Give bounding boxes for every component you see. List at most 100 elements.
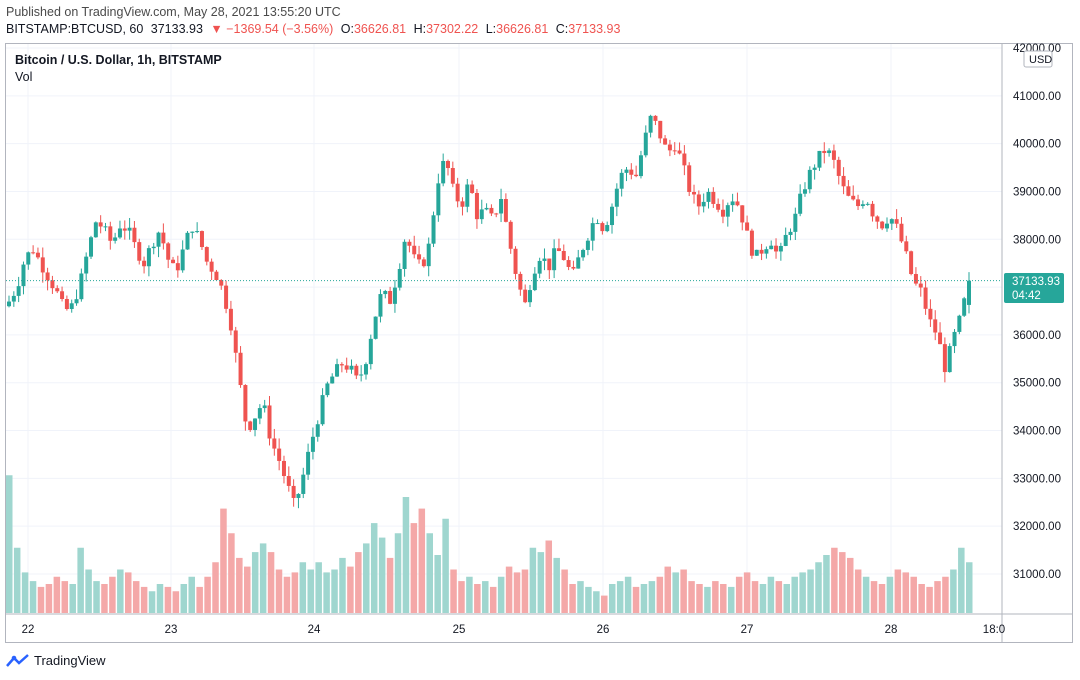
candle-body [69, 303, 74, 309]
candle-body [166, 243, 171, 260]
volume-bar [93, 581, 100, 613]
volume-bar [561, 569, 568, 613]
candle-body [417, 254, 422, 260]
candle-body [957, 315, 962, 332]
candle-body [262, 405, 267, 409]
candle-body [310, 436, 315, 452]
x-tick-label: 26 [597, 624, 610, 636]
candle-body [465, 184, 470, 207]
low-label: L: [485, 22, 497, 36]
chart-legend-title: Bitcoin / U.S. Dollar, 1h, BITSTAMP [15, 53, 222, 67]
volume-bar [172, 591, 180, 613]
y-tick-label: 41000.00 [1013, 91, 1061, 103]
volume-bar [569, 584, 576, 613]
candle-body [11, 295, 16, 302]
volume-bar [823, 555, 830, 613]
candle-body [967, 280, 971, 305]
candle-body [706, 191, 711, 202]
candle-body [277, 448, 282, 461]
candle-body [146, 248, 151, 267]
chart-frame[interactable] [5, 43, 1073, 643]
candle-body [831, 150, 836, 160]
candle-body [687, 165, 692, 192]
volume-bar [489, 586, 497, 613]
volume-bar [513, 572, 521, 613]
candle-body [228, 308, 233, 331]
volume-bar [870, 581, 878, 613]
currency-badge[interactable]: USD [1023, 50, 1053, 68]
candle-body [822, 150, 827, 154]
candle-body [122, 228, 127, 231]
volume-bar [331, 569, 338, 613]
candle-body [499, 199, 504, 214]
candle-body [296, 493, 301, 498]
volume-bar [878, 584, 886, 613]
candle-body [865, 203, 870, 205]
candle-body [518, 273, 523, 290]
volume-bar [426, 533, 433, 613]
candle-body [426, 243, 431, 267]
volume-bar [363, 543, 370, 613]
candle-body [542, 258, 547, 261]
candle-body [547, 258, 552, 271]
volume-bar [585, 586, 592, 613]
candle-body [590, 223, 595, 241]
volume-bar [323, 572, 330, 613]
candle-body [764, 249, 769, 254]
candle-body [798, 193, 803, 214]
candle-body [219, 280, 224, 286]
candle-body [788, 231, 793, 235]
candle-body [870, 203, 875, 217]
volume-bar [799, 572, 806, 613]
y-tick-label: 36000.00 [1013, 330, 1061, 342]
candle-body [701, 201, 706, 207]
candle-body [291, 485, 296, 498]
candle-body [648, 115, 653, 133]
candle-body [349, 365, 354, 370]
header-price: 37133.93 [150, 22, 203, 36]
candle-body [735, 201, 740, 206]
currency-badge-box[interactable] [1023, 50, 1053, 68]
x-tick-label: 25 [453, 624, 466, 636]
candle-body [585, 240, 590, 250]
volume-bar [315, 562, 322, 613]
candle-body [363, 364, 368, 375]
candle-body [84, 256, 89, 274]
candle-body [359, 374, 364, 376]
candle-body [581, 249, 586, 258]
y-tick-label: 33000.00 [1013, 473, 1061, 485]
volume-bar [696, 584, 703, 613]
volume-bar [458, 581, 465, 613]
volume-bar [125, 572, 132, 613]
volume-bar [339, 557, 346, 613]
volume-bar [712, 581, 719, 613]
candle-body [301, 474, 306, 494]
candle-body [378, 294, 383, 317]
price-badge-countdown: 04:42 [1012, 290, 1041, 302]
candle-body [214, 271, 219, 281]
volume-bar [902, 572, 910, 613]
candle-body [108, 226, 113, 241]
volume-bar [656, 576, 664, 613]
volume-bar [577, 581, 584, 613]
candle-body [89, 237, 94, 257]
volume-bar [886, 576, 894, 613]
candle-body [132, 227, 137, 243]
candle-body [556, 248, 561, 251]
candle-body [774, 245, 779, 252]
volume-bar [854, 569, 862, 613]
volume-bar [918, 584, 925, 613]
footer-brand[interactable]: TradingView [6, 653, 106, 668]
candle-body [7, 301, 11, 307]
volume-bar [140, 586, 148, 613]
volume-bar [307, 569, 314, 613]
candle-body [942, 344, 947, 373]
volume-bar [21, 572, 29, 613]
candle-body [180, 249, 185, 271]
symbol-label: BITSTAMP:BTCUSD, 60 [6, 22, 144, 36]
candle-body [373, 316, 378, 339]
candle-body [55, 288, 60, 292]
candle-body [151, 246, 156, 249]
volume-bar [926, 586, 933, 613]
